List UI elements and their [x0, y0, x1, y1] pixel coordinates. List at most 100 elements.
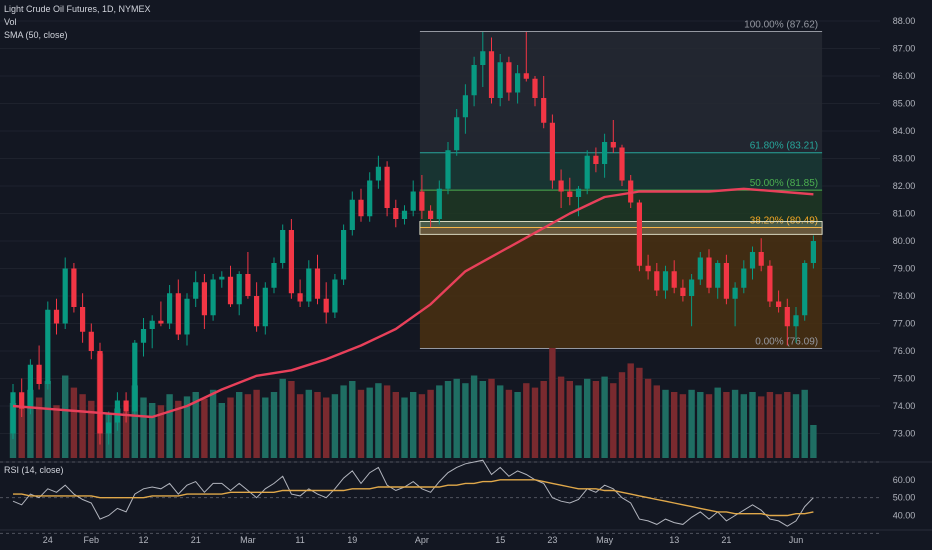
price-tick-label-7: 80.00 — [893, 236, 916, 246]
volume-bar — [644, 378, 652, 458]
candle — [471, 56, 477, 107]
candle — [428, 205, 434, 228]
volume-bar — [218, 403, 225, 458]
candle-body — [541, 98, 547, 123]
volume-bar — [749, 392, 756, 458]
price-tick-label-14: 87.00 — [893, 44, 916, 54]
candle — [810, 235, 816, 269]
candle-body — [384, 166, 390, 208]
candle-body — [184, 298, 190, 335]
candle-body — [106, 422, 112, 434]
volume-indicator-label[interactable]: Vol — [4, 17, 17, 27]
symbol-title[interactable]: Light Crude Oil Futures, 1D, NYMEX — [4, 4, 151, 14]
volume-bar — [122, 411, 130, 458]
candle-body — [584, 155, 590, 189]
candle-body — [619, 147, 625, 181]
candle-body — [671, 271, 677, 288]
time-tick-label-9: 23 — [547, 535, 557, 545]
candle-body — [297, 293, 303, 302]
candle — [419, 175, 425, 219]
candle — [280, 224, 286, 269]
price-tick-label-13: 86.00 — [893, 71, 916, 81]
candle — [497, 54, 503, 107]
fib-highlight-zone[interactable] — [419, 221, 823, 235]
volume-bar — [44, 381, 51, 458]
candle — [593, 147, 599, 173]
volume-bar — [296, 394, 304, 458]
candle — [758, 238, 764, 272]
candle — [175, 279, 181, 340]
candle — [254, 282, 260, 332]
candle — [697, 252, 703, 285]
candle-body — [201, 282, 207, 316]
candle — [27, 359, 33, 415]
rsi-pane[interactable]: 40.00 50.00 60.00 — [0, 459, 932, 534]
volume-bar — [53, 405, 60, 458]
candle-body — [27, 364, 33, 409]
price-tick-label-2: 75.00 — [893, 374, 916, 384]
candle-body — [210, 279, 216, 316]
candle — [245, 252, 251, 299]
candle — [575, 186, 582, 217]
volume-bar — [479, 381, 486, 458]
candle-body — [767, 265, 773, 302]
candle-body — [306, 268, 312, 302]
candle — [332, 274, 338, 318]
rsi-tick-label-2: 60.00 — [893, 475, 916, 485]
rsi-line — [12, 459, 814, 527]
candle — [262, 282, 268, 335]
volume-bar — [35, 397, 43, 458]
volume-bar — [653, 385, 660, 458]
candle — [227, 265, 234, 307]
fibonacci-retracement[interactable]: 100.00% (87.62) 61.80% (83.21) 50.00% (81.… — [419, 19, 823, 350]
sma-indicator-label[interactable]: SMA (50, close) — [4, 30, 68, 40]
volume-bar — [357, 389, 365, 458]
candle-body — [636, 202, 642, 266]
volume-bar — [566, 381, 573, 458]
candle-body — [80, 307, 86, 332]
candle-body — [375, 166, 381, 181]
volume-bar — [592, 381, 600, 458]
candle — [462, 84, 468, 134]
rsi-indicator-label[interactable]: RSI (14, close) — [4, 465, 64, 475]
candle-body — [323, 298, 329, 313]
time-tick-label-8: 15 — [495, 535, 505, 545]
fib-level-label-4: 0.00% (76.09) — [755, 337, 818, 348]
candle-body — [462, 95, 468, 118]
candle-body — [219, 276, 225, 280]
candle — [80, 293, 86, 343]
candle — [236, 271, 242, 316]
candle — [71, 263, 77, 313]
volume-bar — [488, 378, 495, 458]
volume-bar — [731, 389, 739, 458]
volume-bar — [383, 385, 391, 458]
candle-body — [262, 287, 268, 327]
candle — [384, 161, 390, 217]
volume-bar — [227, 397, 234, 458]
volume-bar — [523, 383, 530, 458]
candle-body — [575, 188, 582, 197]
candle — [314, 254, 321, 305]
candle-body — [723, 263, 729, 299]
volume-bar — [201, 398, 208, 458]
fib-level-label-2: 50.00% (81.85) — [750, 178, 818, 189]
volume-bar — [584, 378, 591, 458]
volume-bar — [270, 392, 278, 458]
candle — [288, 219, 294, 299]
candle — [767, 260, 773, 307]
candle-body — [393, 208, 399, 219]
price-axis[interactable]: 73.00 74.00 75.00 76.00 77.00 78.00 79.00 80.00… — [893, 16, 916, 439]
time-axis[interactable]: 24 Feb 12 21 Mar 11 19 Apr 15 23 May 13 21 Jun — [0, 529, 932, 545]
volume-bar — [627, 363, 634, 458]
candle-body — [689, 279, 695, 296]
volume-bar — [688, 389, 695, 458]
volume-bar — [531, 387, 539, 458]
volume-bar — [758, 396, 765, 458]
candle — [706, 249, 712, 294]
candle-body — [158, 320, 164, 324]
volume-bar — [183, 396, 191, 458]
candle-body — [732, 287, 738, 299]
candle-body — [123, 400, 129, 412]
candle-body — [428, 210, 434, 219]
